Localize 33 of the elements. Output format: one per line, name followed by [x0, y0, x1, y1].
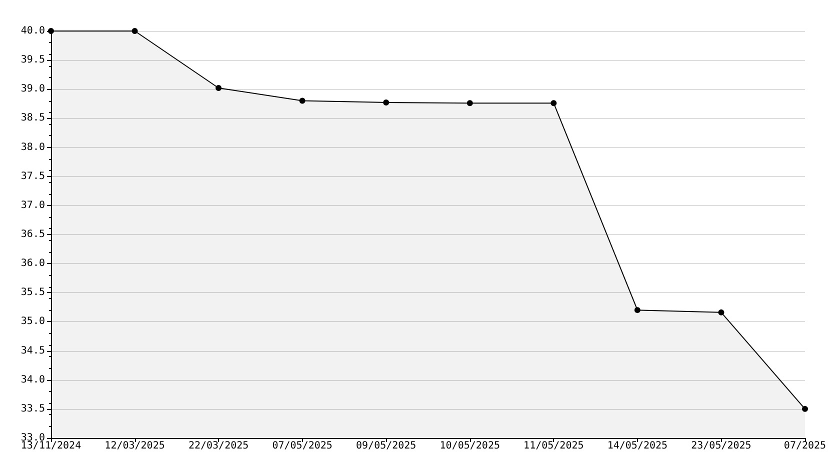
point — [299, 98, 306, 104]
x-tick-label: 07/05/2025 — [272, 440, 332, 452]
x-tick-label: 14/05/2025 — [607, 440, 668, 452]
point — [550, 100, 557, 106]
y-tick-label: 33.5 — [20, 403, 45, 414]
point — [466, 100, 473, 106]
x-tick-label: 22/03/2025 — [188, 440, 249, 452]
point — [802, 406, 808, 412]
x-tick-label: 09/05/2025 — [356, 440, 416, 452]
y-tick-label: 38.5 — [20, 112, 45, 124]
x-tick-label: 13/11/2024 — [20, 440, 82, 452]
point — [383, 100, 390, 106]
y-tick-label: 35.0 — [20, 316, 45, 328]
x-tick-label: 10/05/2025 — [440, 440, 500, 452]
y-tick-label: 35.5 — [20, 287, 45, 298]
x-tick-label: 23/05/2025 — [691, 440, 752, 452]
y-tick-label: 36.5 — [20, 229, 45, 240]
y-tick-label: 39.0 — [20, 84, 45, 95]
y-tick-label: 39.5 — [20, 54, 45, 66]
y-tick-label: 36.0 — [20, 258, 45, 270]
y-tick-label: 34.5 — [20, 345, 45, 356]
y-tick-label: 37.0 — [20, 200, 45, 211]
x-tick-label: 12/03/2025 — [104, 440, 165, 452]
point — [634, 307, 640, 314]
point — [718, 309, 724, 316]
y-tick-label: 38.0 — [20, 142, 45, 153]
x-tick-label: 07/2025 — [784, 440, 826, 452]
y-tick-label: 34.0 — [20, 374, 45, 386]
point — [216, 84, 222, 91]
y-tick-label: 37.5 — [20, 170, 45, 182]
x-tick-label: 11/05/2025 — [524, 440, 584, 452]
point — [132, 28, 138, 34]
y-tick-label: 40.0 — [20, 26, 45, 36]
